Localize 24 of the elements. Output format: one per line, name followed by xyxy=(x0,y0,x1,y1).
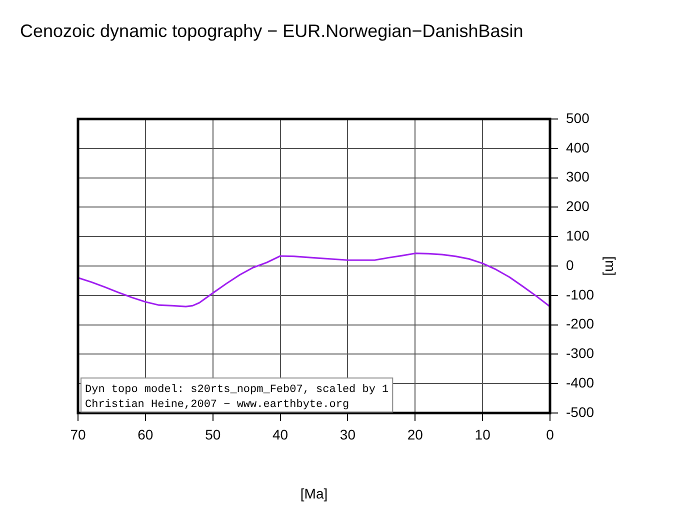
y-tick-label: -100 xyxy=(566,286,594,302)
y-tick-label: 500 xyxy=(566,110,590,126)
x-tick-label: 30 xyxy=(340,426,356,442)
x-axis-title: [Ma] xyxy=(300,485,328,502)
annotation: Christian Heine,2007 − www.earthbyte.org xyxy=(85,399,350,411)
y-tick-label: -500 xyxy=(566,404,594,420)
y-tick-label: -200 xyxy=(566,316,594,332)
x-tick-label: 0 xyxy=(546,426,554,442)
x-tick-label: 10 xyxy=(474,426,491,442)
y-tick-label: 0 xyxy=(566,256,574,273)
y-axis-title: [m] xyxy=(602,256,619,276)
y-tick-label: -400 xyxy=(566,374,594,390)
y-tick-label: 300 xyxy=(566,168,590,185)
y-tick-label: -300 xyxy=(566,345,594,362)
annotation: Dyn topo model: s20rts_nopm_Feb07, scaled by 1 xyxy=(85,384,390,396)
x-tick-label: 60 xyxy=(138,426,154,442)
chart-title: Cenozoic dynamic topography − EUR.Norwegian−DanishBasin xyxy=(20,21,524,41)
y-tick-label: 100 xyxy=(566,227,590,244)
x-tick-label: 50 xyxy=(205,426,221,442)
x-tick-label: 20 xyxy=(407,426,424,442)
x-tick-label: 70 xyxy=(70,426,86,442)
y-tick-label: 200 xyxy=(566,198,590,214)
y-tick-label: 400 xyxy=(566,139,590,156)
x-tick-label: 40 xyxy=(272,426,288,442)
